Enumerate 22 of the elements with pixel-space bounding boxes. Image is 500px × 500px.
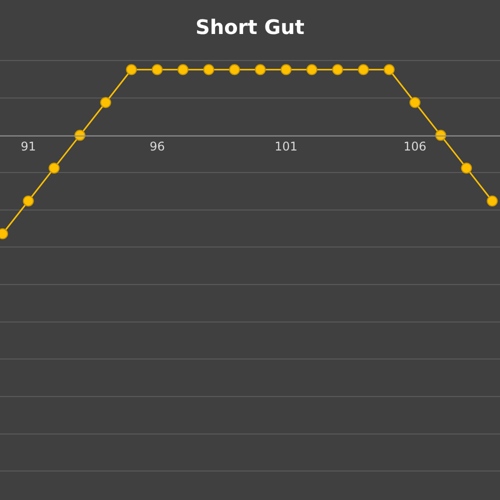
point xyxy=(280,64,292,76)
point xyxy=(203,64,214,76)
point xyxy=(332,64,344,76)
point xyxy=(384,64,395,76)
point xyxy=(358,64,369,76)
point xyxy=(254,64,266,76)
point xyxy=(100,97,112,108)
point xyxy=(409,97,420,108)
point xyxy=(177,64,188,76)
point xyxy=(48,162,60,174)
x-tick-label: 106 xyxy=(403,140,426,154)
point xyxy=(229,64,240,76)
point xyxy=(460,162,472,174)
x-tick-label: 96 xyxy=(150,140,165,154)
chart-title: Short Gut xyxy=(196,15,305,39)
point xyxy=(126,64,137,76)
x-tick-label: 101 xyxy=(274,140,298,154)
x-tick-label: 91 xyxy=(20,140,36,154)
point xyxy=(486,195,498,206)
point xyxy=(152,64,163,76)
point xyxy=(22,195,34,206)
point xyxy=(306,64,318,76)
